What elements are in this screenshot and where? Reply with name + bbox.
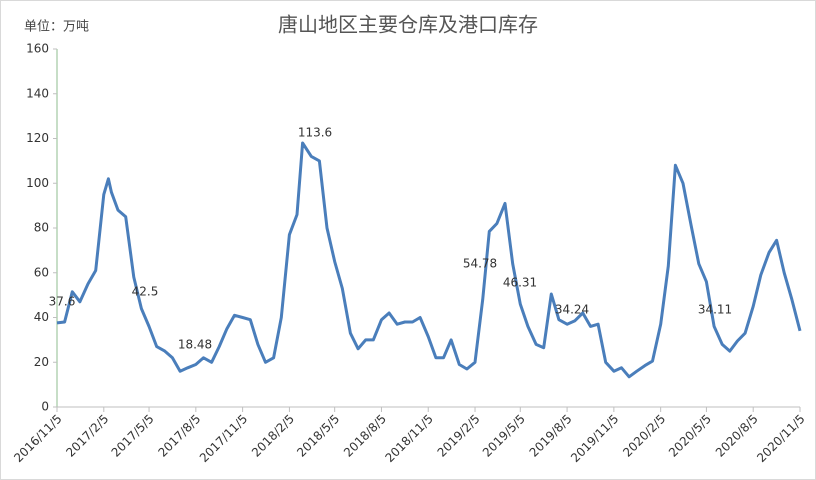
annotation: 34.11 bbox=[698, 303, 732, 317]
y-tick-label: 140 bbox=[26, 86, 49, 100]
annotation: 54.78 bbox=[463, 257, 497, 271]
line-series bbox=[56, 141, 802, 379]
annotation: 18.48 bbox=[178, 338, 212, 352]
annotation: 37.6 bbox=[49, 295, 76, 309]
y-tick-label: 20 bbox=[34, 355, 49, 369]
annotation: 42.5 bbox=[132, 285, 159, 299]
annotation: 113.6 bbox=[298, 126, 332, 140]
annotation: 34.24 bbox=[555, 303, 589, 317]
y-tick-label: 120 bbox=[26, 131, 49, 145]
y-tick-label: 80 bbox=[34, 221, 49, 235]
y-tick-label: 160 bbox=[26, 42, 49, 56]
y-axis-label: 单位：万吨 bbox=[24, 20, 89, 35]
y-tick-label: 40 bbox=[34, 310, 49, 324]
y-tick-label: 100 bbox=[26, 176, 49, 190]
y-tick-label: 60 bbox=[34, 265, 49, 279]
chart-title: 唐山地区主要仓库及港口库存 bbox=[278, 13, 538, 37]
y-tick-label: 0 bbox=[41, 400, 49, 414]
annotation: 46.31 bbox=[503, 276, 537, 290]
